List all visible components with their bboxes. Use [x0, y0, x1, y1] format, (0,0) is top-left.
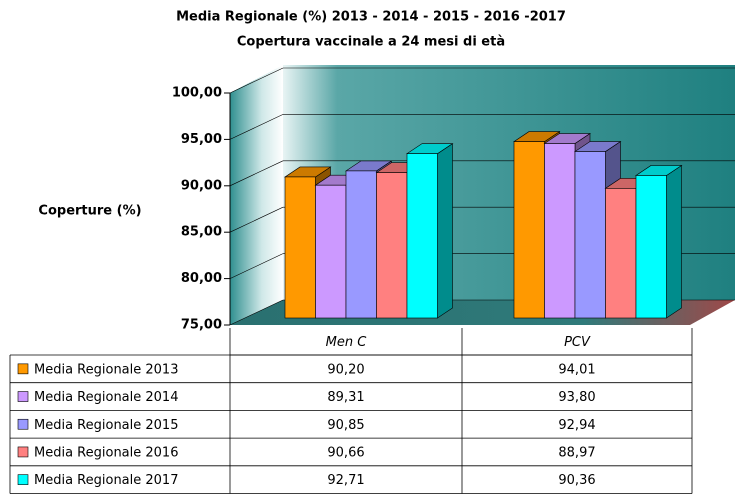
side-wall [230, 65, 283, 325]
bar [315, 184, 347, 319]
bar [284, 176, 316, 319]
bar [574, 151, 606, 319]
y-tick-label: 100,00 [172, 86, 222, 101]
table-value: 89,31 [327, 390, 364, 405]
x-tick-label: PCV [564, 335, 591, 350]
legend-swatch [17, 391, 29, 402]
y-tick-label: 80,00 [181, 271, 222, 286]
table-value: 90,85 [327, 418, 364, 433]
table-value: 88,97 [558, 445, 595, 460]
table-value: 94,01 [558, 362, 595, 377]
y-tick-label: 95,00 [181, 132, 222, 147]
legend-swatch [17, 474, 29, 485]
y-axis-label: Coperture (%) [38, 204, 141, 219]
grid-line [229, 67, 284, 94]
legend-swatch [17, 418, 29, 430]
bar [406, 153, 438, 319]
legend-label: Media Regionale 2013 [34, 362, 178, 377]
bar-side [666, 164, 682, 319]
table-value: 90,36 [558, 473, 595, 488]
grid-line [229, 160, 284, 187]
bar [605, 188, 637, 319]
y-tick-label: 85,00 [181, 225, 222, 240]
bar [345, 170, 377, 319]
chart-title: Media Regionale (%) 2013 - 2014 - 2015 -… [176, 10, 566, 25]
grid-line [229, 253, 284, 279]
legend-swatch [17, 363, 29, 375]
grid-line [229, 114, 284, 140]
table-value: 90,20 [327, 362, 364, 377]
grid-line [229, 299, 284, 326]
table-value: 92,94 [558, 418, 595, 433]
legend-label: Media Regionale 2015 [34, 418, 178, 433]
bar-side [437, 143, 453, 319]
y-tick-label: 75,00 [181, 318, 222, 333]
table-value: 92,71 [327, 473, 364, 488]
bar [544, 143, 576, 319]
bar [513, 141, 545, 319]
grid-line [229, 206, 284, 233]
x-tick-label: Men C [326, 335, 368, 350]
table-value: 90,66 [327, 445, 364, 460]
legend-label: Media Regionale 2016 [34, 445, 178, 460]
y-tick-label: 90,00 [181, 178, 222, 193]
bar [635, 175, 667, 319]
bar [376, 172, 408, 319]
legend-label: Media Regionale 2014 [34, 390, 178, 405]
legend-swatch [17, 446, 29, 458]
chart-subtitle: Copertura vaccinale a 24 mesi di età [237, 35, 505, 50]
table-value: 93,80 [558, 390, 595, 405]
legend-label: Media Regionale 2017 [34, 473, 178, 488]
